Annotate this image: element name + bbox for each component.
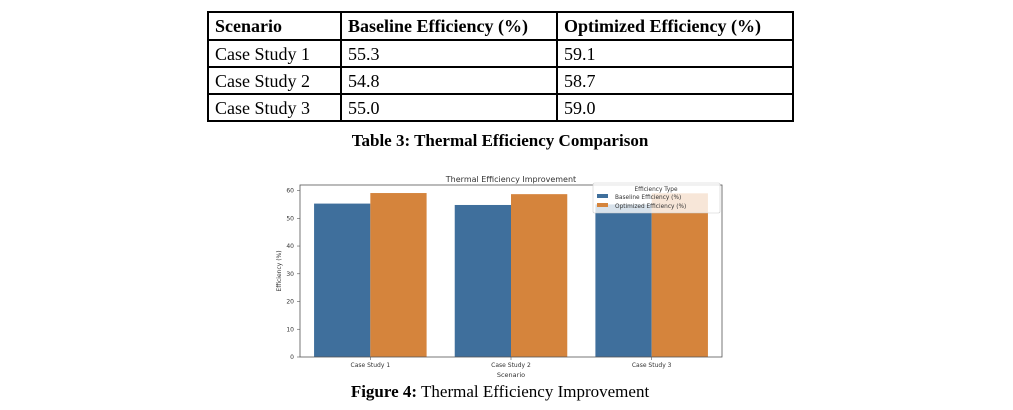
legend-label-optimized: Optimized Efficiency (%) [615,204,686,210]
legend-box [592,182,721,214]
y-tick-label: 20 [286,299,294,306]
table-header-row: Scenario Baseline Efficiency (%) Optimiz… [207,11,794,41]
bar-baseline-3 [595,204,652,357]
y-axis-label: Efficiency (%) [276,250,283,291]
x-tick-label: Case Study 3 [632,362,672,369]
cell-scenario: Case Study 1 [207,39,342,68]
chart-legend: Efficiency Type Baseline Efficiency (%) … [592,182,721,214]
header-scenario: Scenario [207,11,342,41]
y-tick-label: 60 [286,188,294,195]
table-row: Case Study 1 55.3 59.1 [207,39,794,68]
figure-caption-text: Thermal Efficiency Improvement [417,382,650,401]
legend-swatch-baseline [597,194,608,198]
bar-baseline-1 [314,203,371,357]
bar-optimized-2 [511,194,568,357]
x-tick-label: Case Study 2 [491,362,531,369]
y-tick-label: 50 [286,215,294,222]
legend-title: Efficiency Type [634,187,678,193]
cell-baseline: 55.3 [340,39,558,68]
table-caption: Table 3: Thermal Efficiency Comparison [351,131,649,150]
cell-scenario: Case Study 3 [207,93,342,122]
bar-chart: Thermal Efficiency Improvement 0 10 20 30 40… [276,175,723,379]
bar-optimized-1 [370,193,427,357]
bar-optimized-3 [651,193,708,357]
bar-baseline-2 [454,204,511,357]
header-optimized: Optimized Efficiency (%) [556,11,794,41]
header-baseline: Baseline Efficiency (%) [340,11,558,41]
figure-caption: Figure 4: Thermal Efficiency Improvement [0,382,1000,402]
table-row: Case Study 2 54.8 58.7 [207,66,794,95]
cell-baseline: 55.0 [340,93,558,122]
cell-baseline: 54.8 [340,66,558,95]
y-tick-label: 0 [290,354,294,361]
cell-optimized: 59.1 [556,39,794,68]
y-tick-label: 10 [286,326,294,333]
legend-label-baseline: Baseline Efficiency (%) [615,195,681,201]
efficiency-table: Scenario Baseline Efficiency (%) Optimiz… [207,11,794,122]
y-tick-label: 30 [286,271,294,278]
cell-optimized: 58.7 [556,66,794,95]
legend-swatch-optimized [597,203,608,207]
cell-scenario: Case Study 2 [207,66,342,95]
x-tick-label: Case Study 1 [351,362,391,369]
table-row: Case Study 3 55.0 59.0 [207,93,794,122]
y-tick-label: 40 [286,243,294,250]
x-axis-label: Scenario [497,371,525,379]
figure-caption-label: Figure 4: [350,382,418,401]
chart-title: Thermal Efficiency Improvement [445,175,576,184]
cell-optimized: 59.0 [556,93,794,122]
